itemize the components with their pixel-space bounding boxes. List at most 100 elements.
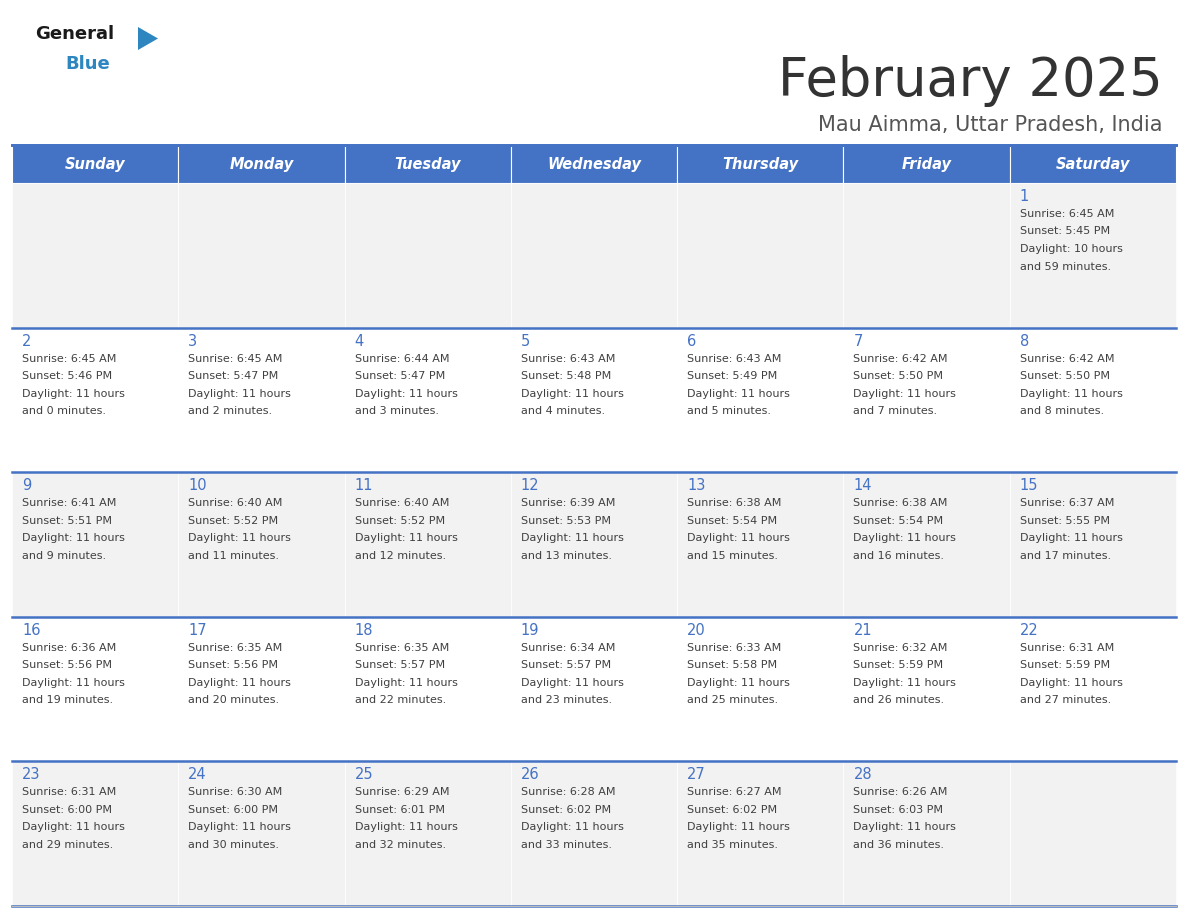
Text: Sunrise: 6:35 AM: Sunrise: 6:35 AM <box>188 643 283 653</box>
Bar <box>178 472 345 617</box>
Bar <box>12 183 178 328</box>
Text: 5: 5 <box>520 333 530 349</box>
Text: and 17 minutes.: and 17 minutes. <box>1019 551 1111 561</box>
Text: Daylight: 11 hours: Daylight: 11 hours <box>853 823 956 833</box>
Text: Sunset: 6:02 PM: Sunset: 6:02 PM <box>520 805 611 815</box>
Text: and 20 minutes.: and 20 minutes. <box>188 695 279 705</box>
Text: Daylight: 11 hours: Daylight: 11 hours <box>188 533 291 543</box>
Text: 14: 14 <box>853 478 872 493</box>
Text: Sunrise: 6:26 AM: Sunrise: 6:26 AM <box>853 788 948 798</box>
Bar <box>843 145 1010 183</box>
Text: 28: 28 <box>853 767 872 782</box>
Text: Sunset: 5:56 PM: Sunset: 5:56 PM <box>188 660 278 670</box>
Text: Daylight: 11 hours: Daylight: 11 hours <box>188 677 291 688</box>
Text: and 29 minutes.: and 29 minutes. <box>23 840 113 850</box>
Text: Sunset: 5:47 PM: Sunset: 5:47 PM <box>354 371 444 381</box>
Text: 10: 10 <box>188 478 207 493</box>
Text: Sunrise: 6:40 AM: Sunrise: 6:40 AM <box>188 498 283 509</box>
Text: Sunset: 5:51 PM: Sunset: 5:51 PM <box>23 516 112 526</box>
Text: 27: 27 <box>687 767 706 782</box>
Bar <box>843 328 1010 472</box>
Bar <box>1010 145 1176 183</box>
Text: General: General <box>34 25 114 43</box>
Text: Daylight: 11 hours: Daylight: 11 hours <box>23 823 125 833</box>
Bar <box>511 472 677 617</box>
Text: Sunrise: 6:43 AM: Sunrise: 6:43 AM <box>520 353 615 364</box>
Text: Friday: Friday <box>902 156 952 172</box>
Text: Daylight: 11 hours: Daylight: 11 hours <box>520 388 624 398</box>
Text: Sunrise: 6:41 AM: Sunrise: 6:41 AM <box>23 498 116 509</box>
Text: Sunrise: 6:37 AM: Sunrise: 6:37 AM <box>1019 498 1114 509</box>
Bar <box>12 145 178 183</box>
Text: Saturday: Saturday <box>1056 156 1130 172</box>
Text: Daylight: 11 hours: Daylight: 11 hours <box>1019 388 1123 398</box>
Bar <box>677 145 843 183</box>
Text: and 4 minutes.: and 4 minutes. <box>520 406 605 416</box>
Text: 8: 8 <box>1019 333 1029 349</box>
Text: and 23 minutes.: and 23 minutes. <box>520 695 612 705</box>
Text: Sunrise: 6:40 AM: Sunrise: 6:40 AM <box>354 498 449 509</box>
Text: 24: 24 <box>188 767 207 782</box>
Text: Sunrise: 6:45 AM: Sunrise: 6:45 AM <box>1019 209 1114 219</box>
Text: Sunrise: 6:43 AM: Sunrise: 6:43 AM <box>687 353 782 364</box>
Text: Daylight: 11 hours: Daylight: 11 hours <box>188 823 291 833</box>
Bar <box>677 328 843 472</box>
Bar <box>843 617 1010 761</box>
Text: and 25 minutes.: and 25 minutes. <box>687 695 778 705</box>
Text: Sunrise: 6:32 AM: Sunrise: 6:32 AM <box>853 643 948 653</box>
Text: Sunset: 5:57 PM: Sunset: 5:57 PM <box>520 660 611 670</box>
Text: Sunset: 5:54 PM: Sunset: 5:54 PM <box>853 516 943 526</box>
Text: 11: 11 <box>354 478 373 493</box>
Text: Daylight: 11 hours: Daylight: 11 hours <box>687 533 790 543</box>
Bar <box>12 761 178 906</box>
Text: 16: 16 <box>23 622 40 638</box>
Text: Daylight: 11 hours: Daylight: 11 hours <box>23 677 125 688</box>
Text: Daylight: 11 hours: Daylight: 11 hours <box>853 388 956 398</box>
Text: Daylight: 11 hours: Daylight: 11 hours <box>354 533 457 543</box>
Text: 3: 3 <box>188 333 197 349</box>
Bar <box>12 472 178 617</box>
Bar <box>178 328 345 472</box>
Text: and 19 minutes.: and 19 minutes. <box>23 695 113 705</box>
Text: 22: 22 <box>1019 622 1038 638</box>
Text: Daylight: 11 hours: Daylight: 11 hours <box>687 823 790 833</box>
Text: 9: 9 <box>23 478 31 493</box>
Bar <box>677 617 843 761</box>
Bar <box>345 617 511 761</box>
Text: Sunset: 6:00 PM: Sunset: 6:00 PM <box>188 805 278 815</box>
Text: Sunrise: 6:39 AM: Sunrise: 6:39 AM <box>520 498 615 509</box>
Text: 1: 1 <box>1019 189 1029 204</box>
Text: Sunset: 5:50 PM: Sunset: 5:50 PM <box>853 371 943 381</box>
Text: Sunset: 5:52 PM: Sunset: 5:52 PM <box>354 516 444 526</box>
Text: Daylight: 11 hours: Daylight: 11 hours <box>23 533 125 543</box>
Bar <box>178 145 345 183</box>
Text: Sunrise: 6:45 AM: Sunrise: 6:45 AM <box>188 353 283 364</box>
Text: Sunrise: 6:42 AM: Sunrise: 6:42 AM <box>1019 353 1114 364</box>
Text: and 22 minutes.: and 22 minutes. <box>354 695 446 705</box>
Text: Sunrise: 6:34 AM: Sunrise: 6:34 AM <box>520 643 615 653</box>
Text: 12: 12 <box>520 478 539 493</box>
Bar <box>345 328 511 472</box>
Text: Sunset: 5:54 PM: Sunset: 5:54 PM <box>687 516 777 526</box>
Text: Sunrise: 6:38 AM: Sunrise: 6:38 AM <box>853 498 948 509</box>
Text: and 59 minutes.: and 59 minutes. <box>1019 262 1111 272</box>
Text: Sunrise: 6:30 AM: Sunrise: 6:30 AM <box>188 788 283 798</box>
Text: 15: 15 <box>1019 478 1038 493</box>
Text: Blue: Blue <box>65 55 109 73</box>
Bar <box>511 183 677 328</box>
Bar <box>178 761 345 906</box>
Text: Tuesday: Tuesday <box>394 156 461 172</box>
Bar <box>843 472 1010 617</box>
Bar <box>178 183 345 328</box>
Text: Sunset: 5:56 PM: Sunset: 5:56 PM <box>23 660 112 670</box>
Text: Sunset: 5:59 PM: Sunset: 5:59 PM <box>853 660 943 670</box>
Text: 13: 13 <box>687 478 706 493</box>
Bar <box>12 617 178 761</box>
Text: Sunset: 5:55 PM: Sunset: 5:55 PM <box>1019 516 1110 526</box>
Text: and 26 minutes.: and 26 minutes. <box>853 695 944 705</box>
Text: Thursday: Thursday <box>722 156 798 172</box>
Bar <box>511 617 677 761</box>
Bar <box>1010 183 1176 328</box>
Text: Daylight: 11 hours: Daylight: 11 hours <box>687 388 790 398</box>
Bar <box>345 145 511 183</box>
